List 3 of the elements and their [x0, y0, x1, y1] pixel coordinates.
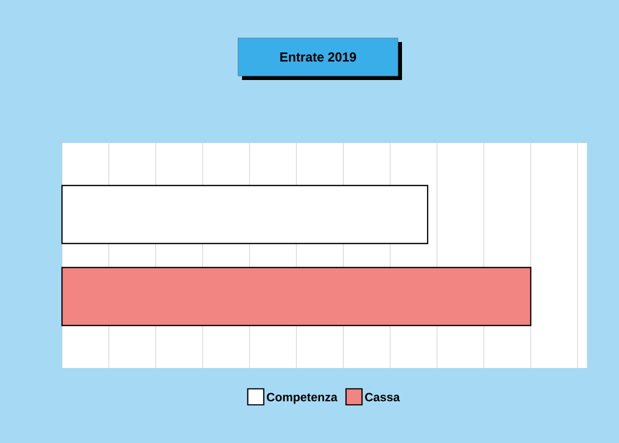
chart-title: Entrate 2019 — [280, 52, 356, 62]
legend-label: Cassa — [365, 392, 400, 402]
legend-label: Competenza — [266, 392, 338, 404]
